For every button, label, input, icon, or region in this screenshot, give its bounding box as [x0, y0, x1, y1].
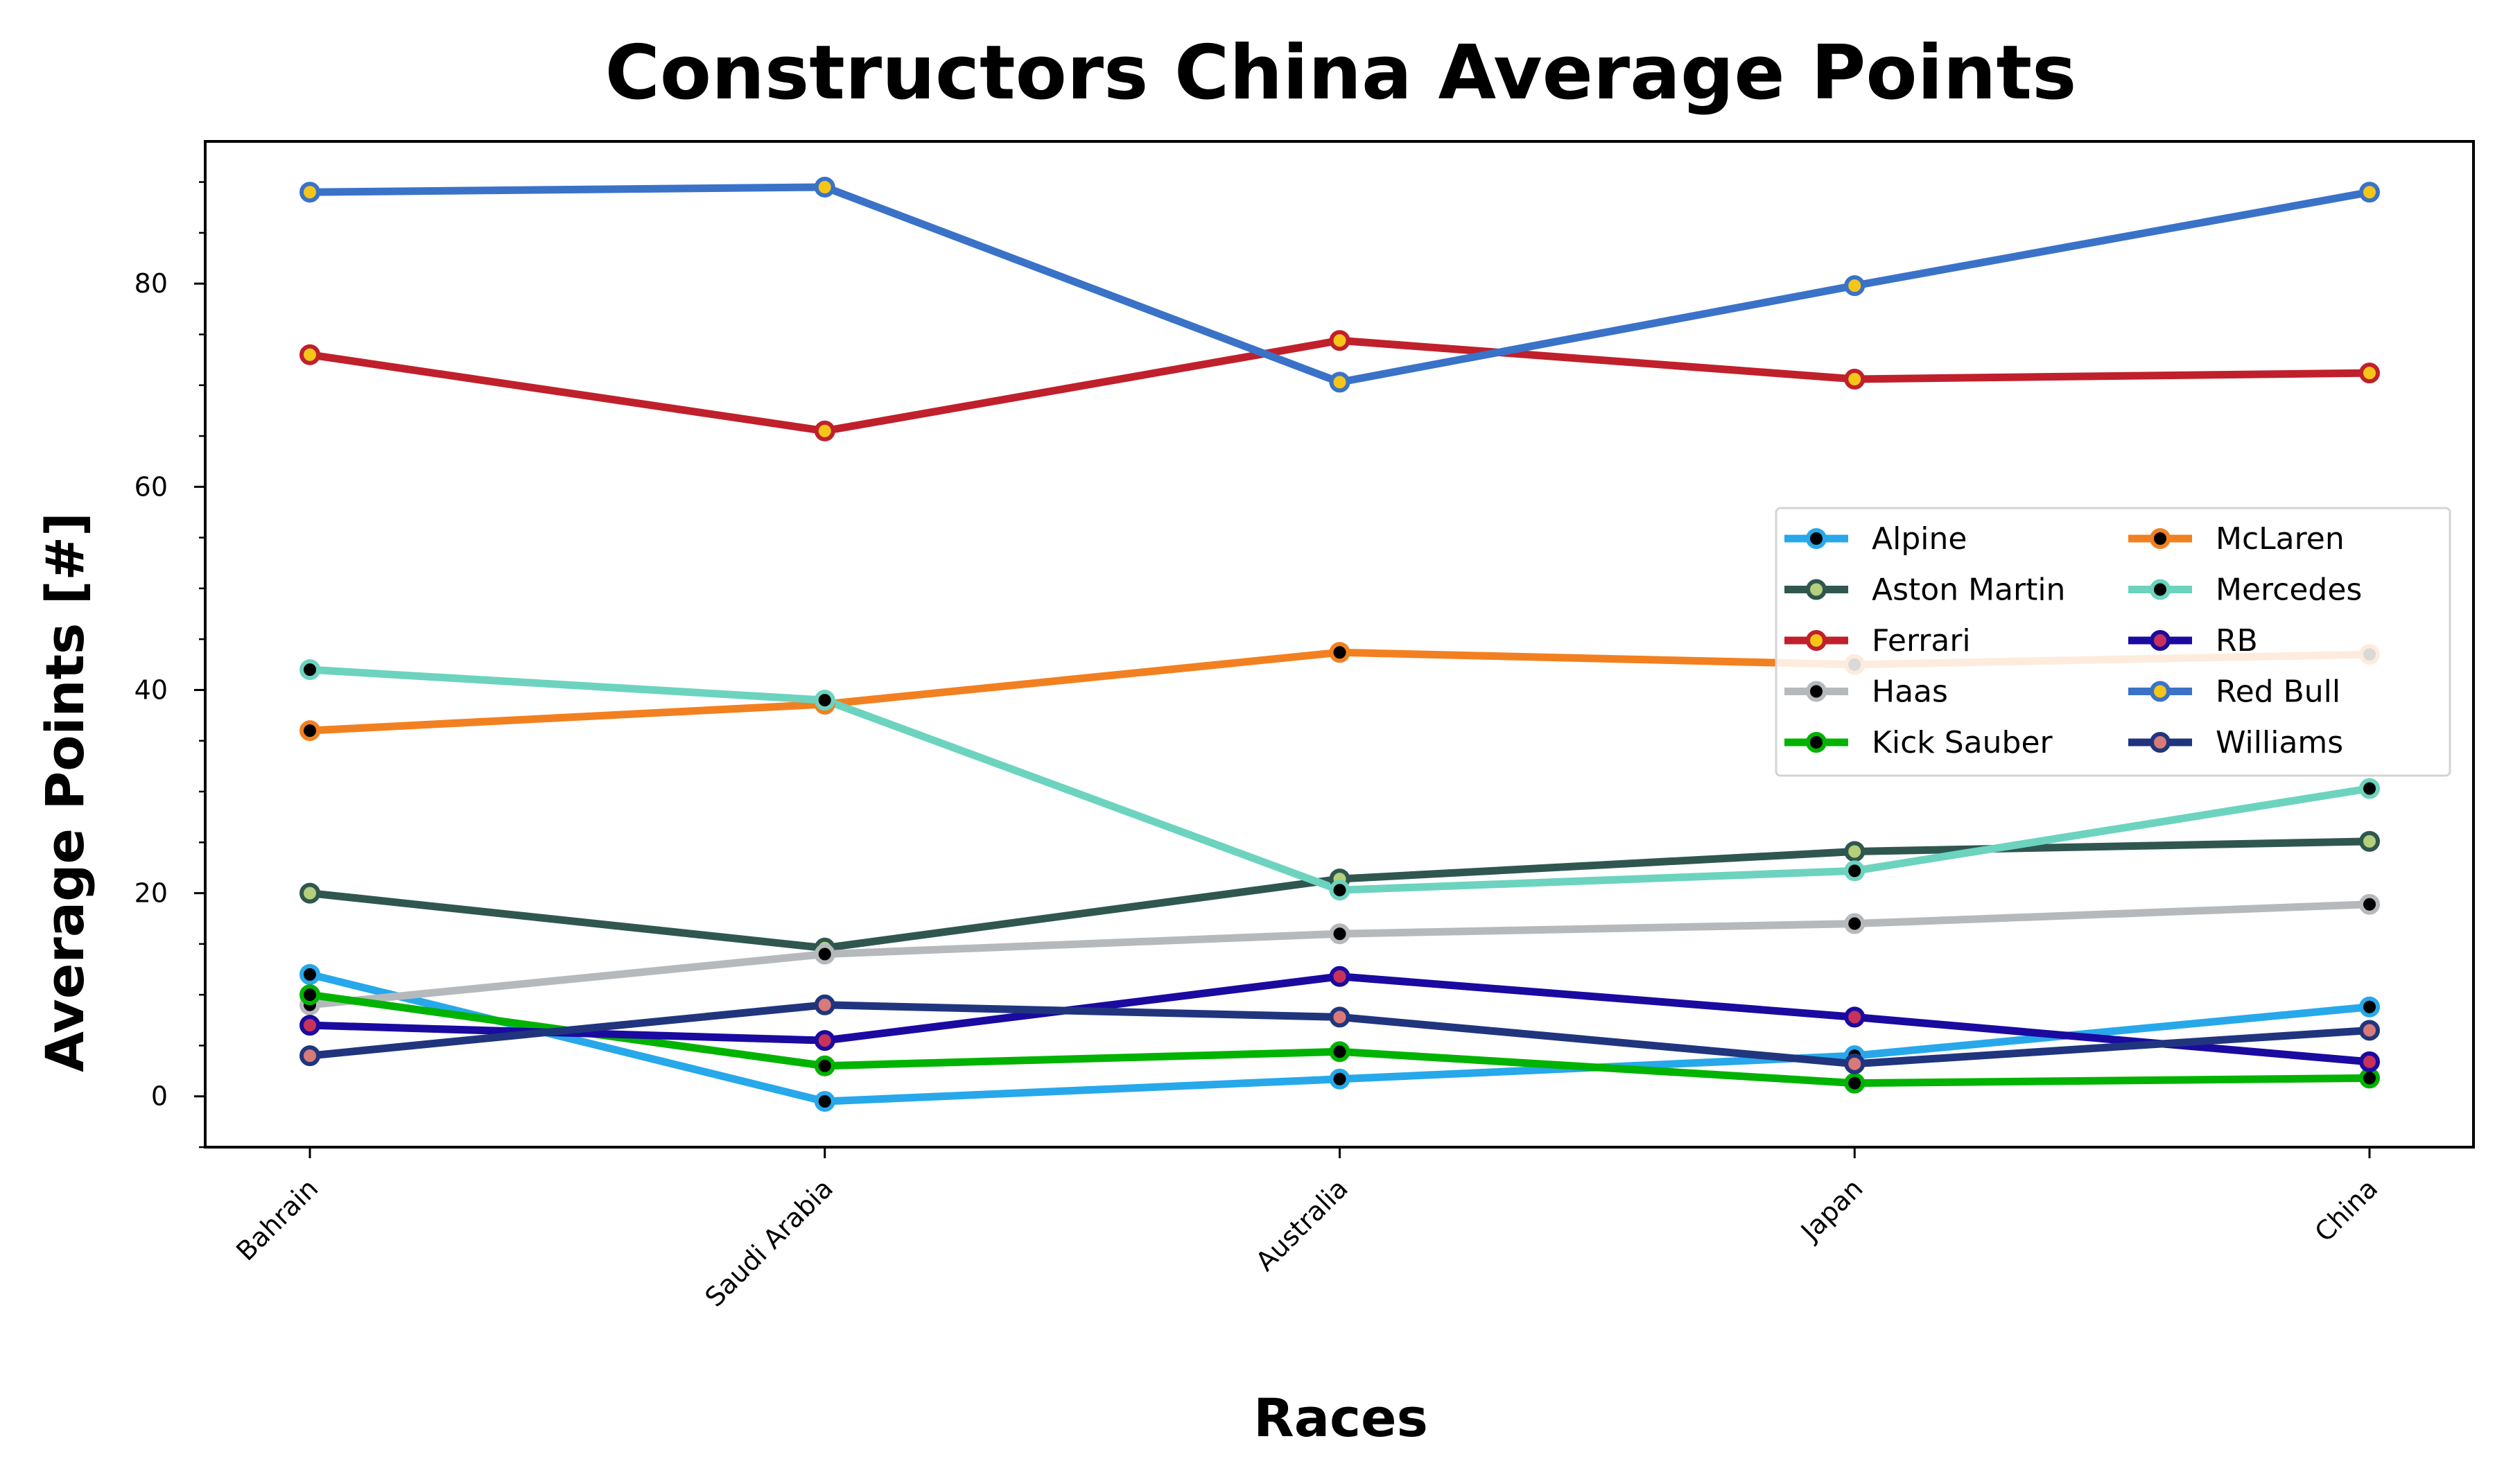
data-point: [814, 1030, 835, 1051]
data-point: [1329, 1068, 1350, 1090]
legend-label: Aston Martin: [1872, 573, 2065, 608]
y-tick-label: 40: [134, 674, 168, 705]
data-point: [814, 943, 835, 965]
legend-item: Williams: [2128, 725, 2343, 760]
legend-swatch-marker: [2150, 732, 2171, 753]
data-point: [299, 984, 320, 1006]
legend-item: Mercedes: [2128, 573, 2362, 608]
legend-label: Red Bull: [2216, 674, 2340, 710]
chart-title: Constructors China Average Points: [605, 30, 2077, 116]
data-point: [1844, 1072, 1866, 1094]
data-point: [1329, 642, 1350, 663]
y-tick-label: 20: [134, 878, 168, 909]
data-point: [814, 690, 835, 711]
data-point: [2359, 830, 2380, 852]
data-point: [814, 1055, 835, 1076]
data-point: [2359, 182, 2380, 203]
legend-item: McLaren: [2128, 521, 2345, 557]
legend-swatch-marker: [2150, 681, 2171, 702]
legend-item: Aston Martin: [1784, 573, 2065, 608]
data-point: [1844, 368, 1866, 390]
legend-label: Ferrari: [1872, 623, 1971, 658]
data-point: [2359, 1051, 2380, 1072]
data-point: [299, 1045, 320, 1067]
legend-swatch-marker: [1806, 630, 1827, 651]
legend-item: RB: [2128, 623, 2258, 658]
legend-label: Alpine: [1872, 521, 1967, 557]
legend-label: Williams: [2216, 725, 2343, 760]
data-point: [2359, 996, 2380, 1018]
data-point: [1329, 880, 1350, 901]
legend: Alpine Aston Martin Ferrari Haas Kick Sauber…: [1775, 507, 2451, 777]
data-point: [299, 659, 320, 681]
data-point: [1844, 841, 1866, 862]
data-point: [1329, 372, 1350, 393]
data-point: [299, 344, 320, 365]
legend-label: RB: [2216, 623, 2258, 658]
data-point: [299, 882, 320, 904]
data-point: [814, 420, 835, 442]
data-point: [2359, 778, 2380, 799]
legend-swatch-marker: [1806, 579, 1827, 600]
legend-item: Alpine: [1784, 521, 1967, 557]
data-point: [1329, 966, 1350, 987]
legend-label: McLaren: [2216, 521, 2345, 557]
data-point: [299, 182, 320, 203]
data-point: [299, 963, 320, 985]
data-point: [814, 176, 835, 198]
data-point: [1844, 1053, 1866, 1074]
legend-swatch-marker: [1806, 732, 1827, 753]
legend-swatch-marker: [1806, 528, 1827, 549]
data-point: [1844, 1006, 1866, 1028]
data-point: [1844, 913, 1866, 934]
data-point: [2359, 363, 2380, 384]
y-tick-label: 0: [151, 1081, 168, 1112]
legend-swatch-marker: [2150, 630, 2171, 651]
y-tick-label: 80: [134, 268, 168, 299]
legend-item: Red Bull: [2128, 674, 2340, 710]
legend-item: Ferrari: [1784, 623, 1971, 658]
data-point: [1844, 860, 1866, 882]
data-point: [1329, 1006, 1350, 1028]
data-point: [1329, 1041, 1350, 1063]
data-point: [2359, 1020, 2380, 1041]
legend-swatch-marker: [2150, 579, 2171, 600]
data-point: [1844, 275, 1866, 297]
y-axis-label: Average Points [#]: [34, 512, 96, 1072]
data-point: [814, 994, 835, 1015]
data-point: [2359, 1067, 2380, 1089]
legend-label: Mercedes: [2216, 573, 2362, 608]
y-tick-label: 60: [134, 471, 168, 502]
legend-swatch-marker: [2150, 528, 2171, 549]
data-point: [1329, 923, 1350, 945]
legend-swatch-marker: [1806, 681, 1827, 702]
legend-label: Haas: [1872, 674, 1948, 710]
legend-item: Kick Sauber: [1784, 725, 2053, 760]
data-point: [2359, 893, 2380, 915]
x-axis-label: Races: [1253, 1387, 1428, 1449]
data-point: [1329, 330, 1350, 351]
data-point: [814, 1091, 835, 1112]
data-point: [299, 720, 320, 742]
data-point: [299, 1015, 320, 1036]
legend-label: Kick Sauber: [1872, 725, 2053, 760]
legend-box: [1775, 507, 2451, 777]
legend-item: Haas: [1784, 674, 1948, 710]
